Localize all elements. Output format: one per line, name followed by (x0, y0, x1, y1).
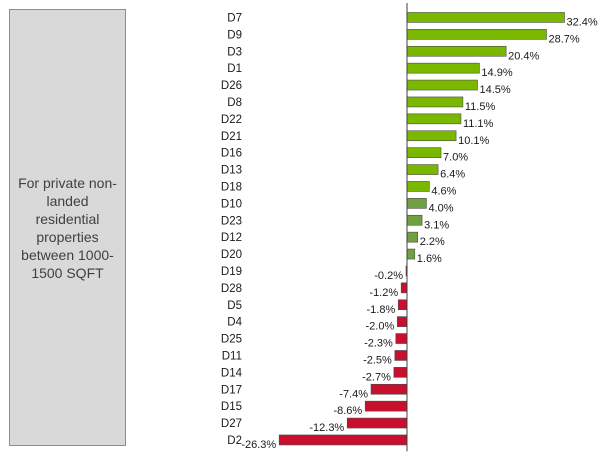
category-label: D20 (221, 249, 242, 261)
category-label: D4 (227, 317, 242, 329)
value-label: 20.4% (508, 50, 539, 62)
bar (406, 29, 547, 40)
value-label: 14.9% (481, 67, 512, 79)
category-label: D19 (221, 266, 242, 278)
category-label: D21 (221, 131, 242, 143)
bar (406, 130, 457, 142)
bar (406, 164, 439, 175)
bar (364, 400, 408, 412)
value-label: -2.5% (363, 354, 392, 366)
bar (406, 79, 478, 91)
bar (406, 113, 462, 125)
bar (406, 198, 427, 209)
category-label: D5 (227, 300, 242, 312)
category-label: D25 (221, 334, 242, 346)
bar (397, 299, 408, 311)
category-label: D27 (221, 418, 242, 430)
bar (346, 417, 408, 429)
bar (406, 45, 507, 57)
category-label: D1 (227, 63, 242, 75)
category-label: D17 (221, 384, 242, 396)
bar (393, 367, 408, 378)
bar (406, 96, 464, 108)
category-label: D18 (221, 181, 242, 193)
category-label: D10 (221, 198, 242, 210)
bar (395, 333, 408, 344)
bars-group (278, 12, 565, 446)
category-label: D16 (221, 148, 242, 160)
value-label: 32.4% (566, 16, 597, 28)
value-label: -1.8% (367, 304, 396, 316)
category-label: D13 (221, 165, 242, 177)
category-label: D3 (227, 46, 242, 58)
value-label: -2.3% (364, 338, 393, 350)
bar (406, 12, 565, 23)
note-box: For private non-landed residential prope… (9, 9, 126, 446)
bar (400, 282, 408, 294)
note-text: For private non-landed residential prope… (18, 174, 117, 281)
value-label: -8.6% (333, 405, 362, 417)
category-label: D23 (221, 215, 242, 227)
bar (406, 181, 430, 192)
value-label: -2.0% (366, 321, 395, 333)
bar (406, 231, 418, 243)
value-label: 11.5% (465, 101, 496, 113)
value-label: 10.1% (458, 135, 489, 147)
value-label: -7.4% (339, 388, 368, 400)
bar (406, 147, 442, 158)
value-label: 3.1% (424, 219, 449, 231)
bar (406, 248, 416, 260)
category-label: D15 (221, 401, 242, 413)
category-label: D9 (227, 29, 242, 41)
category-label: D14 (221, 367, 243, 379)
value-label: -26.3% (241, 439, 276, 451)
bar (278, 434, 408, 446)
bar (394, 350, 408, 361)
bar (406, 214, 423, 226)
category-label: D22 (221, 114, 242, 126)
bar (406, 62, 480, 74)
value-label: 2.2% (420, 236, 445, 248)
value-label: -1.2% (369, 287, 398, 299)
bar (370, 383, 408, 395)
value-label: 6.4% (440, 169, 465, 181)
category-label: D12 (221, 232, 242, 244)
value-label: 4.0% (428, 202, 453, 214)
category-label: D11 (222, 350, 242, 362)
category-label: D8 (227, 97, 242, 109)
value-label: -2.7% (362, 371, 391, 383)
value-label: 11.1% (463, 118, 494, 130)
bar (396, 316, 408, 327)
category-label: D28 (221, 283, 242, 295)
value-label: 7.0% (443, 152, 468, 164)
value-label: 4.6% (431, 185, 456, 197)
category-label: D7 (227, 12, 242, 24)
category-label: D2 (227, 435, 242, 447)
category-label: D26 (221, 80, 242, 92)
value-label: 28.7% (548, 33, 579, 45)
value-label: -12.3% (309, 422, 344, 434)
value-label: -0.2% (374, 270, 403, 282)
value-label: 14.5% (479, 84, 510, 96)
value-label: 1.6% (417, 253, 442, 265)
